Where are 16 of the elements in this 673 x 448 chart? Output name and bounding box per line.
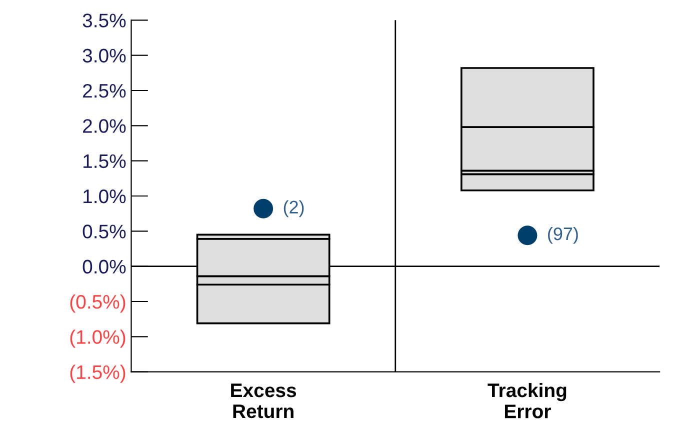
x-tick-label: Excess Return [231, 384, 296, 418]
y-tick-label: 2.5% [83, 84, 126, 98]
annotation: (97) [548, 226, 578, 244]
y-tick-label: (1.0%) [70, 330, 126, 348]
y-tick-label: 1.5% [84, 154, 126, 168]
y-tick-label: 3.5% [82, 14, 126, 28]
annotation: (2) [284, 200, 304, 218]
y-tick-label: 3.0% [82, 48, 126, 63]
y-tick-label: (1.5%) [70, 364, 126, 383]
y-tick-label: 0.0% [82, 260, 126, 274]
bar [460, 173, 594, 192]
y-tick-label: 1.0% [84, 189, 126, 204]
y-tick-label: 2.0% [83, 119, 126, 133]
x-tick-label: Tracking Error [488, 382, 566, 418]
y-tick-label: 0.5% [82, 224, 126, 238]
y-tick-label: (0.5%) [70, 294, 126, 313]
